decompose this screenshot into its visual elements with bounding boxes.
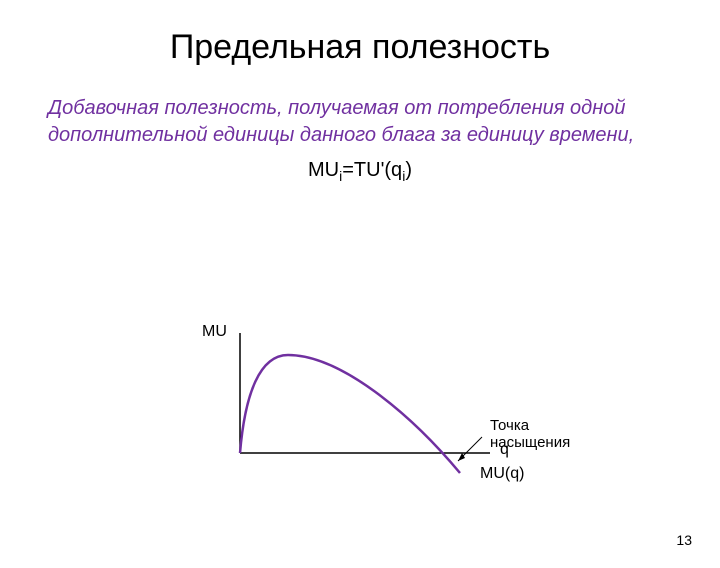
formula: MUi=TU'(qi) — [0, 159, 720, 184]
saturation-label: Точка насыщения — [490, 417, 570, 451]
saturation-arrowhead — [458, 453, 465, 461]
y-axis-label: MU — [202, 323, 227, 341]
formula-mid: =TU'(q — [342, 159, 402, 181]
function-label: MU(q) — [480, 465, 524, 483]
formula-close: ) — [405, 159, 412, 181]
definition-text: Добавочная полезность, получаемая от пот… — [48, 95, 672, 149]
formula-lhs-base: MU — [308, 159, 339, 181]
mu-curve — [240, 355, 460, 473]
page-title: Предельная полезность — [0, 28, 720, 67]
mu-chart: MU q MU(q) Точка насыщения — [190, 323, 550, 493]
page-number: 13 — [676, 532, 692, 548]
